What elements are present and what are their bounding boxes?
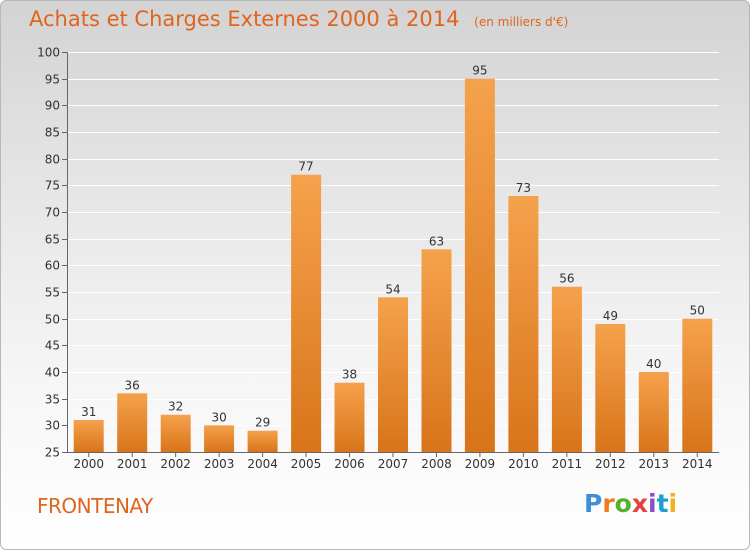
x-tick-label-2011: 2011 [552,457,583,471]
logo-letter: i [668,489,678,518]
y-tick-label: 80 [45,153,60,167]
x-tick-label-2014: 2014 [682,457,713,471]
x-tick-label-2012: 2012 [595,457,626,471]
y-tick-label: 75 [45,179,60,193]
data-label-2004: 29 [255,416,270,430]
bar-2005 [291,174,322,452]
logo-letter: i [648,489,657,518]
y-tick-label: 85 [45,126,60,140]
logo-letter: o [614,489,632,518]
bars [73,78,713,452]
logo-letter: r [602,489,615,518]
y-tick-label: 65 [45,233,60,247]
x-tick-label-2005: 2005 [291,457,322,471]
bar-2013 [638,372,669,452]
x-tick-label-2000: 2000 [73,457,104,471]
x-tick-label-2002: 2002 [160,457,191,471]
data-label-2011: 56 [559,272,574,286]
bar-2002 [160,414,191,452]
bar-2009 [464,78,495,452]
y-tick-label: 60 [45,259,60,273]
data-label-2003: 30 [211,410,226,424]
x-tick-label-2007: 2007 [378,457,409,471]
x-tick-label-2003: 2003 [204,457,235,471]
y-tick-label: 50 [45,313,60,327]
place-name: FRONTENAY [37,494,153,518]
y-tick-label: 30 [45,419,60,433]
data-label-2008: 63 [429,234,444,248]
logo-letter: P [584,489,603,518]
data-label-2005: 77 [298,160,313,174]
y-tick-label: 70 [45,206,60,220]
y-tick-label: 100 [37,46,60,60]
bar-2004 [247,430,278,452]
y-tick-label: 55 [45,286,60,300]
logo-letter: x [631,489,648,518]
x-tick-label-2010: 2010 [508,457,539,471]
data-label-2001: 36 [125,378,140,392]
chart-title-row: Achats et Charges Externes 2000 à 2014 (… [29,7,568,31]
labels: 25 30 35 40 45 50 55 60 65 70 75 80 85 90 95 100 2000 31 2… [37,46,712,472]
y-tick-label: 40 [45,366,60,380]
x-tick-label-2013: 2013 [639,457,670,471]
data-label-2010: 73 [516,181,531,195]
y-tick-label: 25 [45,446,60,460]
axes [62,52,719,457]
bar-2012 [595,324,626,452]
data-label-2014: 50 [690,304,705,318]
bar-2008 [421,249,452,452]
bar-2010 [508,196,539,452]
data-label-2000: 31 [81,405,96,419]
bar-2000 [73,420,104,452]
x-tick-label-2009: 2009 [465,457,496,471]
bar-2001 [117,393,148,452]
bar-2006 [334,382,365,452]
data-label-2002: 32 [168,400,183,414]
y-tick-label: 90 [45,99,60,113]
bar-2007 [378,297,408,452]
data-label-2012: 49 [603,309,618,323]
x-tick-label-2006: 2006 [334,457,365,471]
data-label-2006: 38 [342,368,357,382]
data-label-2009: 95 [472,64,487,78]
chart-title: Achats et Charges Externes 2000 à 2014 [29,7,460,31]
bar-2011 [551,286,582,452]
logo-letter: t [656,489,669,518]
data-label-2007: 54 [385,282,400,296]
bar-2014 [682,318,713,452]
x-tick-label-2001: 2001 [117,457,148,471]
chart-subtitle: (en milliers d'€) [474,15,569,29]
proxiti-logo[interactable]: Proxiti [584,489,677,518]
data-label-2013: 40 [646,357,661,371]
y-tick-label: 45 [45,339,60,353]
x-tick-label-2004: 2004 [247,457,278,471]
x-tick-label-2008: 2008 [421,457,452,471]
y-tick-label: 95 [45,73,60,87]
bar-2003 [204,425,235,452]
y-tick-label: 35 [45,393,60,407]
